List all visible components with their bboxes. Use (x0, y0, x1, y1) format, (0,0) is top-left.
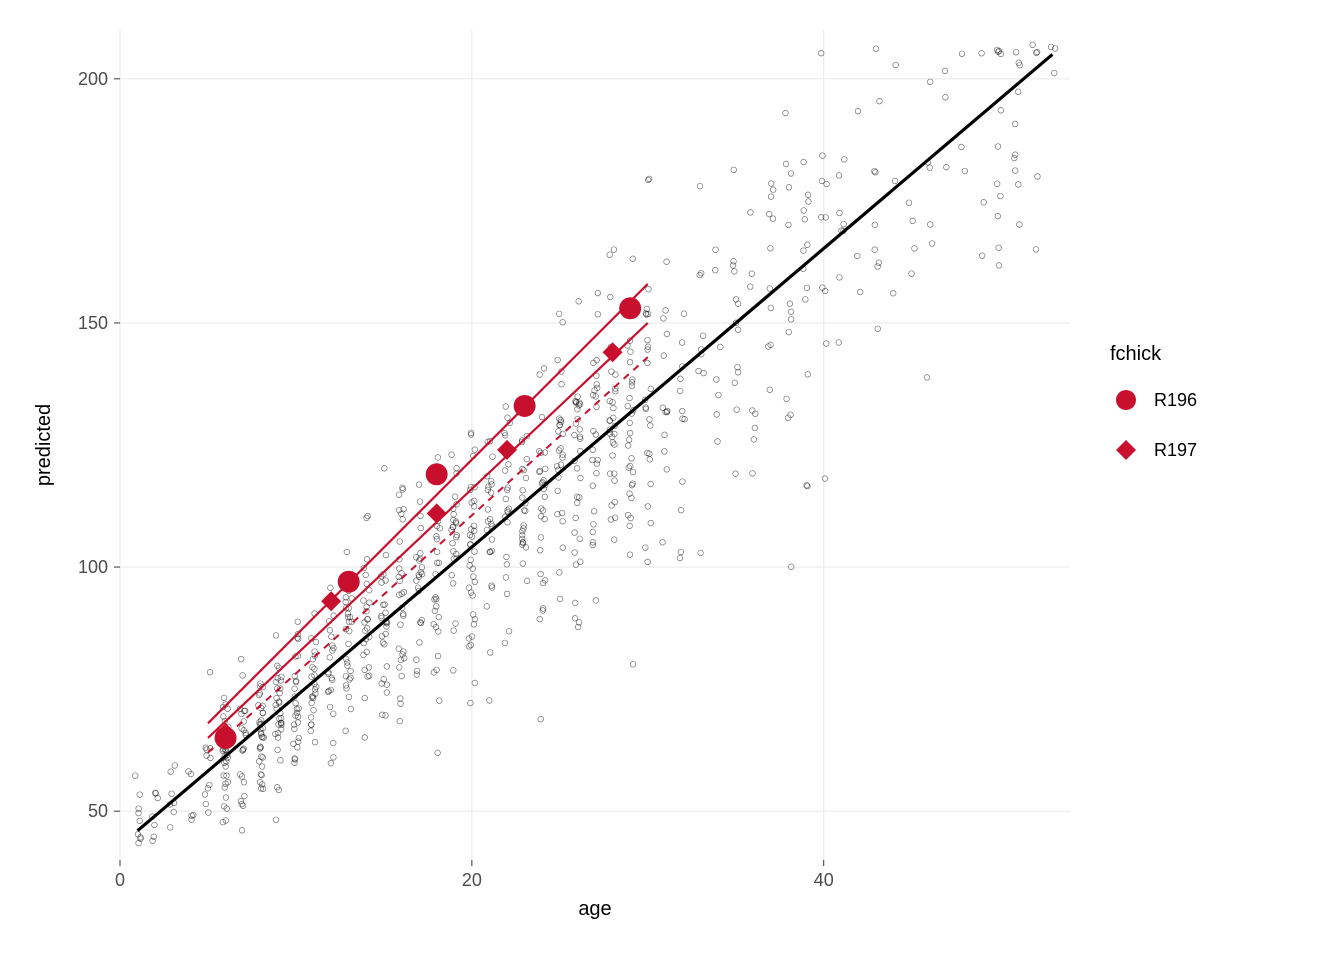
y-tick-label: 50 (88, 801, 108, 821)
legend-item: R196 (1110, 384, 1197, 416)
legend: fchick R196 R197 (1110, 343, 1197, 466)
y-tick-label: 150 (78, 313, 108, 333)
x-tick-label: 0 (115, 870, 125, 890)
legend-circle-icon (1116, 390, 1136, 410)
chart-container: 0 20 40 50 100 150 200 age predicted fchick R196 R1… (0, 0, 1344, 960)
highlight-point (426, 463, 448, 485)
highlight-point (619, 297, 641, 319)
legend-label: R196 (1154, 390, 1197, 410)
legend-label: R197 (1154, 440, 1197, 460)
highlight-point (514, 395, 536, 417)
legend-item: R197 (1110, 434, 1197, 466)
legend-title: fchick (1110, 343, 1162, 365)
x-tick-label: 20 (462, 870, 482, 890)
y-tick-label: 100 (78, 557, 108, 577)
x-axis-label: age (578, 898, 611, 920)
x-tick-label: 40 (814, 870, 834, 890)
scatter-chart: 0 20 40 50 100 150 200 age predicted fchick R196 R1… (0, 0, 1344, 960)
y-axis-label: predicted (33, 404, 55, 486)
y-tick-label: 200 (78, 69, 108, 89)
highlight-point (338, 571, 360, 593)
